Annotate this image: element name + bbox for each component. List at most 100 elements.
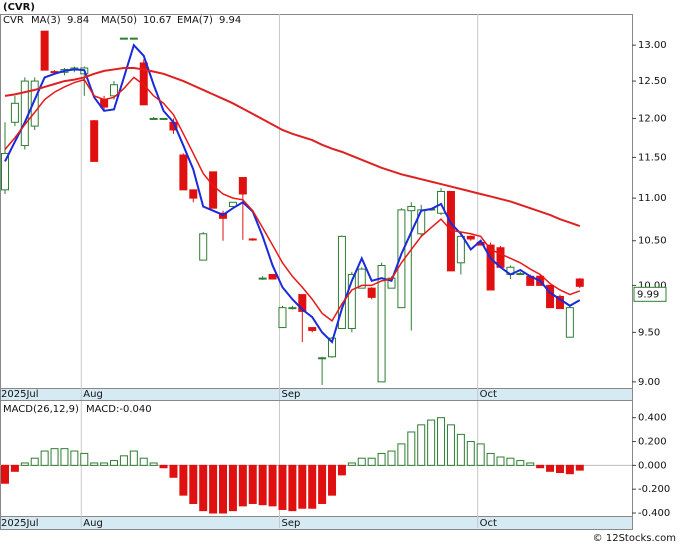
candle-body — [159, 117, 168, 120]
candle-body — [40, 30, 49, 71]
legend-value: 9.94 — [219, 15, 241, 26]
legend-value: 9.84 — [67, 15, 89, 26]
x-tick-label: Oct — [480, 518, 497, 529]
candle-body — [328, 337, 337, 358]
macd-bar — [427, 419, 436, 466]
legend-label: MA(50) — [101, 15, 137, 26]
y-tick-label: 10.00 — [638, 280, 667, 291]
y-tick-label: 0.400 — [638, 413, 667, 424]
candle-body — [179, 154, 188, 191]
x-tick-label: Aug — [83, 518, 103, 529]
y-tick-label: 12.00 — [638, 113, 667, 124]
macd-bar — [60, 448, 69, 466]
macd-bar — [20, 462, 29, 466]
candle-body — [90, 120, 99, 162]
macd-bar — [228, 464, 237, 512]
candle-body — [129, 37, 138, 40]
macd-bar — [466, 441, 475, 466]
macd-bar — [100, 462, 109, 466]
candle-body — [367, 287, 376, 298]
macd-bar — [179, 464, 188, 496]
macd-bar — [506, 457, 515, 466]
macd-bar — [110, 460, 119, 466]
macd-bar — [248, 464, 257, 504]
macd-bar — [526, 462, 535, 466]
macd-bar — [288, 464, 297, 512]
macd-bar — [308, 464, 317, 509]
y-tick-label: 11.50 — [638, 152, 667, 163]
candle-body — [357, 268, 366, 289]
macd-bar — [555, 464, 564, 474]
macd-bar — [397, 443, 406, 466]
candle-body — [407, 205, 416, 212]
candle-body — [228, 201, 237, 207]
x-tick-label: Sep — [281, 518, 300, 529]
macd-bar — [219, 464, 228, 514]
y-tick-label: 0.000 — [638, 460, 667, 471]
macd-bar — [278, 464, 287, 510]
indicator-line — [4, 66, 581, 227]
y-tick-label: 10.50 — [638, 236, 667, 247]
macd-bar — [129, 450, 138, 466]
indicator-line — [4, 43, 581, 344]
macd-bar — [536, 464, 545, 469]
macd-bar — [516, 460, 525, 466]
macd-bar — [90, 462, 99, 466]
candle-body — [268, 273, 277, 280]
candle-body — [516, 273, 525, 276]
candle-body — [1, 152, 9, 191]
candle-body — [466, 235, 475, 240]
macd-bar — [169, 464, 178, 478]
price-panel — [0, 14, 633, 389]
candle-body — [337, 235, 346, 330]
candle-body — [417, 209, 426, 235]
macd-bar — [347, 462, 356, 466]
x-tick-label: Oct — [480, 389, 497, 400]
candle-body — [546, 284, 555, 309]
macd-bar — [318, 464, 327, 504]
macd-bar — [357, 457, 366, 466]
candle-body — [278, 307, 287, 329]
macd-bar — [80, 452, 89, 466]
macd-bar — [486, 452, 495, 466]
macd-bar — [10, 464, 19, 472]
macd-bar — [328, 464, 337, 496]
macd-bar — [476, 443, 485, 466]
footer: © 12Stocks.com — [593, 533, 676, 544]
macd-bar — [407, 431, 416, 466]
macd-bar — [387, 450, 396, 466]
candle-body — [298, 294, 307, 312]
macd-bar — [456, 433, 465, 466]
y-tick-label: 9.50 — [638, 327, 660, 338]
candle-body — [189, 189, 198, 199]
macd-bar — [496, 456, 505, 466]
legend-value: MACD:-0.040 — [86, 404, 152, 415]
macd-bar — [417, 424, 426, 466]
macd-bar — [446, 424, 455, 466]
macd-bar — [50, 448, 59, 466]
macd-bar — [199, 464, 208, 512]
macd-bar — [70, 450, 79, 466]
price-tag — [633, 286, 667, 302]
macd-bar — [575, 464, 584, 471]
candle-body — [288, 307, 297, 310]
chart-title: (CVR) — [3, 2, 35, 13]
candle-body — [248, 238, 257, 241]
macd-bar — [189, 464, 198, 504]
macd-bar — [209, 464, 218, 514]
macd-bar — [377, 452, 386, 466]
y-tick-label: 9.00 — [638, 377, 660, 388]
candle-body — [575, 278, 584, 287]
macd-bar — [238, 464, 247, 507]
macd-bar — [565, 464, 574, 475]
macd-bar — [337, 464, 346, 476]
x-tick-label: Aug — [83, 389, 103, 400]
macd-bar — [30, 457, 39, 466]
candle-body — [199, 233, 208, 261]
macd-bar — [268, 464, 277, 507]
x-tick-label: Sep — [281, 389, 300, 400]
macd-bar — [437, 417, 446, 466]
candle-body — [10, 102, 19, 123]
candle-body — [486, 244, 495, 291]
